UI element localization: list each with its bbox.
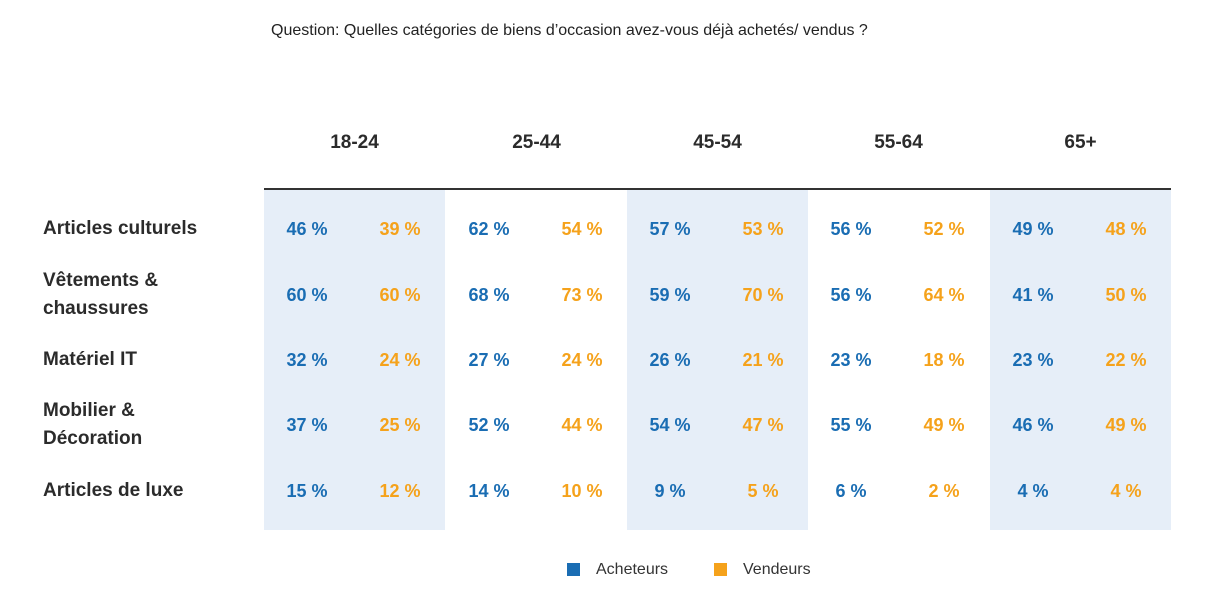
category-label: Articles de luxe	[43, 477, 183, 505]
value-buyers: 4 %	[1017, 481, 1049, 501]
value-sellers: 60 %	[379, 285, 421, 305]
value-sellers: 48 %	[1105, 219, 1147, 239]
value-sellers: 5 %	[747, 481, 779, 501]
legend-swatch-buyers	[567, 563, 580, 576]
value-sellers: 21 %	[742, 350, 784, 370]
legend-label-sellers: Vendeurs	[743, 561, 811, 578]
value-sellers: 24 %	[561, 350, 603, 370]
value-sellers: 39 %	[379, 219, 421, 239]
category-label-line: Matériel IT	[43, 349, 137, 370]
age-header: 55-64	[874, 132, 923, 153]
age-header: 45-54	[693, 132, 742, 153]
value-sellers: 12 %	[379, 481, 421, 501]
value-sellers: 54 %	[561, 219, 603, 239]
category-label: Articles culturels	[43, 215, 197, 243]
value-buyers: 68 %	[468, 285, 510, 305]
value-buyers: 15 %	[286, 481, 328, 501]
value-buyers: 6 %	[835, 481, 867, 501]
value-sellers: 47 %	[742, 415, 784, 435]
value-buyers: 59 %	[649, 285, 691, 305]
value-buyers: 23 %	[830, 350, 872, 370]
value-buyers: 55 %	[830, 415, 872, 435]
column-band-18-24	[264, 190, 445, 530]
header-divider	[264, 188, 1171, 190]
value-buyers: 14 %	[468, 481, 510, 501]
value-sellers: 25 %	[379, 415, 421, 435]
value-buyers: 27 %	[468, 350, 510, 370]
value-sellers: 18 %	[923, 350, 965, 370]
category-label-line: Mobilier &	[43, 400, 135, 421]
category-label-line: Décoration	[43, 428, 143, 449]
value-buyers: 41 %	[1012, 285, 1054, 305]
value-sellers: 10 %	[561, 481, 603, 501]
value-buyers: 52 %	[468, 415, 510, 435]
value-buyers: 9 %	[654, 481, 686, 501]
category-label-line: Vêtements &	[43, 270, 159, 291]
value-buyers: 23 %	[1012, 350, 1054, 370]
value-buyers: 56 %	[830, 285, 872, 305]
value-buyers: 32 %	[286, 350, 328, 370]
category-label: Matériel IT	[43, 346, 137, 374]
category-label: Mobilier & Décoration	[43, 397, 142, 453]
column-band-45-54	[627, 190, 808, 530]
category-label-line: chaussures	[43, 298, 149, 319]
value-sellers: 22 %	[1105, 350, 1147, 370]
value-sellers: 44 %	[561, 415, 603, 435]
question-title: Question: Quelles catégories de biens d’…	[271, 22, 868, 39]
value-sellers: 49 %	[1105, 415, 1147, 435]
value-buyers: 26 %	[649, 350, 691, 370]
value-buyers: 54 %	[649, 415, 691, 435]
value-buyers: 57 %	[649, 219, 691, 239]
value-sellers: 70 %	[742, 285, 784, 305]
value-sellers: 24 %	[379, 350, 421, 370]
column-band-65+	[990, 190, 1171, 530]
value-sellers: 53 %	[742, 219, 784, 239]
value-buyers: 46 %	[286, 219, 328, 239]
value-buyers: 37 %	[286, 415, 328, 435]
age-header: 65+	[1064, 132, 1097, 153]
value-buyers: 60 %	[286, 285, 328, 305]
value-sellers: 73 %	[561, 285, 603, 305]
value-sellers: 2 %	[928, 481, 960, 501]
value-sellers: 50 %	[1105, 285, 1147, 305]
value-buyers: 56 %	[830, 219, 872, 239]
value-sellers: 49 %	[923, 415, 965, 435]
age-header: 18-24	[330, 132, 379, 153]
category-label-line: Articles de luxe	[43, 480, 184, 501]
category-label-line: Articles culturels	[43, 218, 198, 239]
category-label: Vêtements & chaussures	[43, 267, 158, 323]
value-buyers: 49 %	[1012, 219, 1054, 239]
value-sellers: 52 %	[923, 219, 965, 239]
value-sellers: 64 %	[923, 285, 965, 305]
value-buyers: 46 %	[1012, 415, 1054, 435]
value-buyers: 62 %	[468, 219, 510, 239]
age-header: 25-44	[512, 132, 561, 153]
legend-label-buyers: Acheteurs	[596, 561, 669, 578]
value-sellers: 4 %	[1110, 481, 1142, 501]
legend-swatch-sellers	[714, 563, 727, 576]
